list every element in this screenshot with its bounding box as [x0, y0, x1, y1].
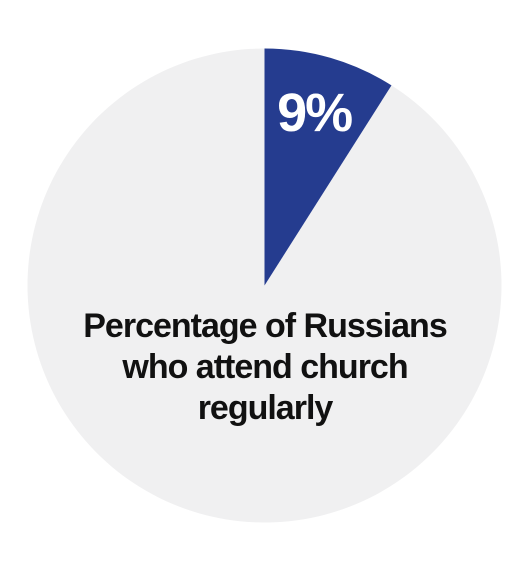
pie-slice: [27, 48, 502, 523]
pie-slice: [264, 48, 392, 286]
value-label: 9%: [277, 83, 352, 143]
chart-title: Percentage of Russians who attend church…: [83, 307, 447, 427]
